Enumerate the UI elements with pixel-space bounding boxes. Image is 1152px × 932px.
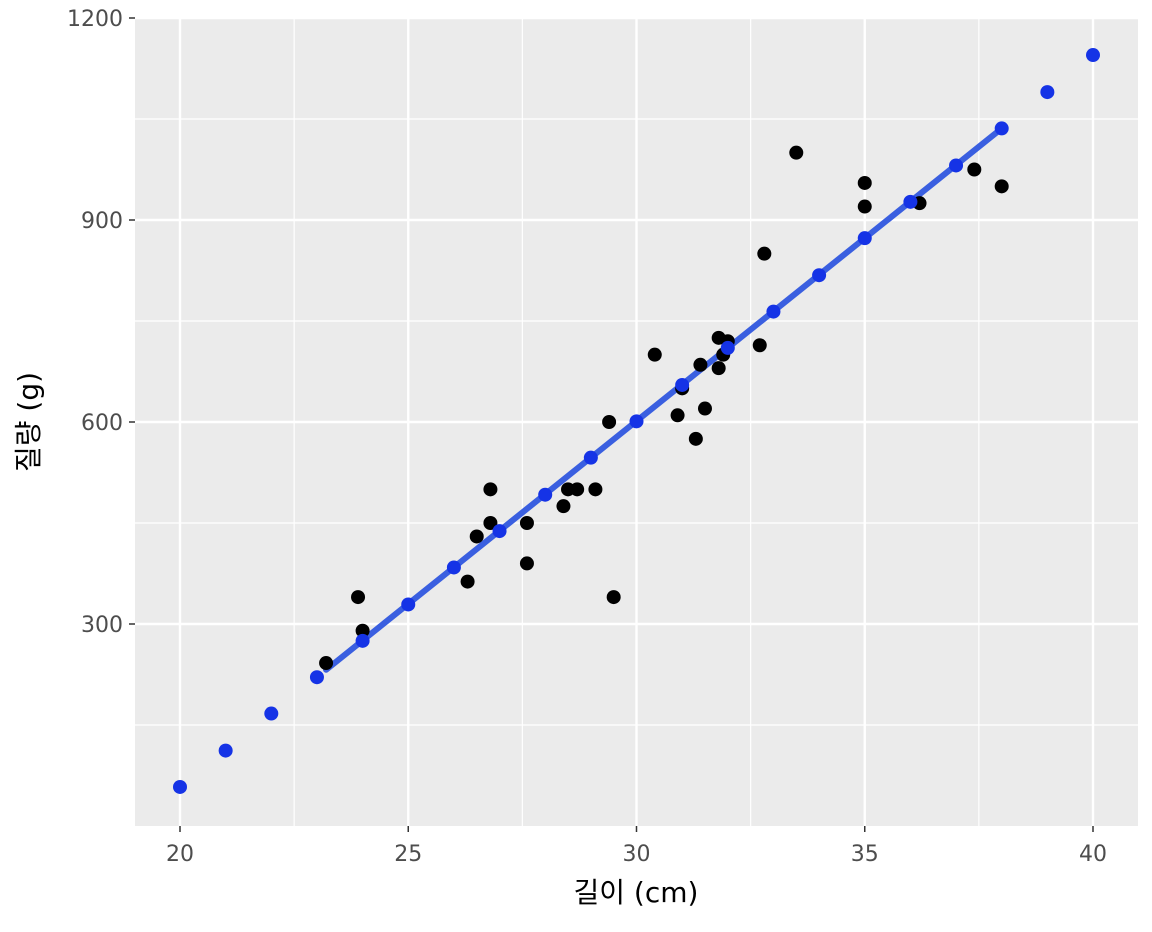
y-tick-label: 1200 [67,7,123,32]
observed-point [994,179,1009,194]
predicted-point [812,268,827,283]
predicted-point [264,706,279,721]
observed-point [757,246,772,261]
y-axis-tick-labels: 300 600 900 1200 [67,7,123,638]
observed-point [967,162,982,177]
y-axis-title: 질량 (g) [12,372,45,472]
predicted-point [994,121,1009,136]
predicted-point [538,487,553,502]
predicted-point [903,194,918,209]
observed-point [519,516,534,530]
predicted-point [401,597,416,612]
observed-point [570,482,585,497]
x-axis-title: 길이 (cm) [574,876,699,909]
predicted-point [583,450,598,465]
predicted-point [720,340,735,355]
y-tick-label: 300 [81,613,123,638]
x-tick-label: 20 [166,842,194,867]
observed-point [789,145,804,160]
observed-point [483,516,498,530]
observed-point [460,574,475,589]
observed-point [697,401,712,416]
predicted-point [173,779,187,794]
predicted-point [355,633,370,648]
observed-point [752,338,767,353]
observed-point [711,361,726,376]
x-tick-label: 25 [394,842,422,867]
observed-point [319,656,334,671]
y-tick-label: 600 [81,411,123,436]
observed-point [688,431,703,446]
observed-point [857,175,872,190]
predicted-point [766,304,781,319]
observed-point [693,357,708,372]
predicted-point [629,414,644,429]
observed-point [606,590,621,605]
observed-point [602,415,617,429]
observed-point [588,482,603,497]
predicted-point [675,377,690,392]
observed-point [670,408,685,423]
regression-line [323,125,1005,673]
observed-point [355,623,370,638]
predicted-point [1086,48,1100,63]
x-tick-label: 35 [851,842,879,867]
observed-point [469,529,484,544]
predicted-point [1040,85,1055,100]
observed-point [857,199,872,214]
fit-line [323,125,1005,673]
observed-point [556,499,571,514]
predicted-point [309,670,324,685]
observed-point [519,556,534,571]
observed-point [483,482,498,497]
predicted-point [446,560,461,575]
observed-point [351,590,366,605]
x-axis-tick-labels: 20 25 30 35 40 [166,842,1107,867]
observed-point [647,347,662,362]
predicted-point [492,524,507,539]
x-tick-label: 30 [623,842,651,867]
x-tick-label: 40 [1079,842,1107,867]
predicted-point [857,231,872,246]
predicted-point [949,158,964,173]
y-tick-label: 900 [81,209,123,234]
predicted-point [218,743,233,758]
axis-ticks [129,17,1094,832]
data-points [173,48,1100,794]
